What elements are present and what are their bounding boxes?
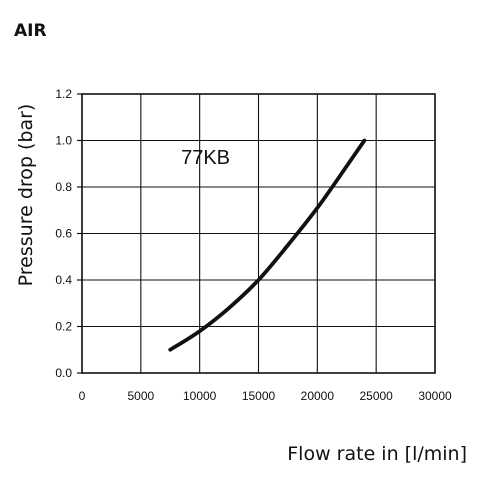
series-line-77kb	[168, 138, 367, 352]
y-axis-title: Pressure drop (bar)	[15, 104, 37, 287]
y-tick-label: 1.0	[55, 134, 72, 148]
grid	[77, 93, 436, 374]
x-tick-label: 5000	[127, 389, 154, 403]
y-tick-label: 1.2	[55, 87, 72, 101]
y-tick-labels: 0.0 0.2 0.4 0.6 0.8 1.0 1.2	[55, 87, 72, 380]
series-layer	[168, 138, 367, 352]
y-tick-label: 0.4	[55, 273, 72, 287]
x-tick-label: 25000	[359, 389, 393, 403]
y-tick-label: 0.6	[55, 227, 72, 241]
plot-frame	[81, 93, 436, 374]
y-tick-label: 0.0	[55, 366, 72, 380]
x-axis-title: Flow rate in [l/min]	[287, 443, 467, 465]
x-tick-label: 15000	[242, 389, 276, 403]
y-tick-label: 0.2	[55, 320, 72, 334]
x-tick-labels: 0 5000 10000 15000 20000 25000 30000	[79, 389, 452, 403]
curve-label: 77KB	[181, 147, 230, 169]
x-tick-label: 0	[79, 389, 86, 403]
x-tick-label: 10000	[183, 389, 217, 403]
page-title: AIR	[14, 21, 47, 41]
x-tick-label: 30000	[418, 389, 452, 403]
annotations: 77KB	[181, 147, 230, 169]
y-tick-label: 0.8	[55, 180, 72, 194]
x-tick-label: 20000	[301, 389, 335, 403]
